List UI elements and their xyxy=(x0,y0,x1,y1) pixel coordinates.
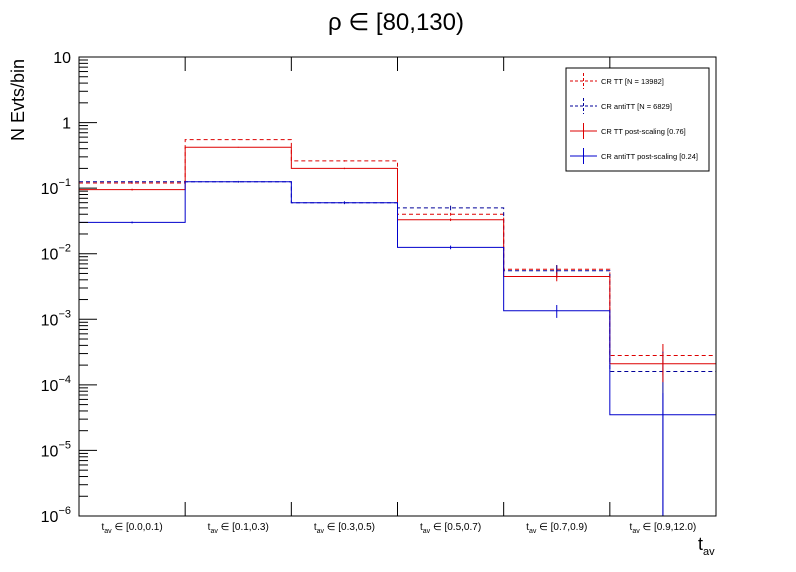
y-tick-label: 10−1 xyxy=(41,177,71,198)
series-3 xyxy=(79,146,716,383)
y-tick-label: 10−5 xyxy=(41,439,71,460)
legend-entry: CR antiTT post-scaling [0.24] xyxy=(570,148,698,164)
y-tick-label: 10−4 xyxy=(41,374,71,395)
x-tick-label: tav ∈ [0.3,0.5) xyxy=(314,522,375,535)
y-tick-label: 10−2 xyxy=(41,243,71,264)
legend-label: CR TT post-scaling [0.76] xyxy=(601,127,686,136)
y-tick-label: 10−3 xyxy=(41,308,71,329)
y-tick-label: 10−6 xyxy=(41,505,71,526)
x-tick-label: tav ∈ [0.7,0.9) xyxy=(526,522,587,535)
legend-label: CR TT [N = 13982] xyxy=(601,77,664,86)
series-line xyxy=(79,181,716,416)
x-tick-label: tav ∈ [0.5,0.7) xyxy=(420,522,481,535)
legend-entry: CR TT [N = 13982] xyxy=(570,73,664,89)
x-tick-label: tav ∈ [0.0,0.1) xyxy=(102,522,163,535)
series-4 xyxy=(79,181,716,516)
x-tick-label: tav ∈ [0.1,0.3) xyxy=(208,522,269,535)
series-line xyxy=(79,146,716,365)
y-tick-label: 1 xyxy=(62,116,71,133)
legend-entry: CR TT post-scaling [0.76] xyxy=(570,123,686,139)
chart-title: ρ ∈ [80,130) xyxy=(328,9,464,36)
x-tick-label: tav ∈ [0.9,12.0) xyxy=(630,522,697,535)
y-axis: 10 1 10−1 10−2 10−3 10−4 10−5 10−6 xyxy=(41,50,97,526)
series-layer xyxy=(79,139,716,516)
y-axis-label: N Evts/bin xyxy=(8,59,28,141)
y-tick-label: 10 xyxy=(53,50,71,67)
legend-entry: CR antiTT [N = 6829] xyxy=(570,98,672,114)
legend-box xyxy=(565,67,710,172)
legend: CR TT [N = 13982] CR antiTT [N = 6829] CR … xyxy=(565,67,710,172)
legend-label: CR antiTT post-scaling [0.24] xyxy=(601,152,698,161)
x-axis-label: tav xyxy=(698,534,715,558)
legend-label: CR antiTT [N = 6829] xyxy=(601,102,672,111)
x-axis: tav ∈ [0.0,0.1) tav ∈ [0.1,0.3) tav ∈ [0.3… xyxy=(78,57,717,535)
